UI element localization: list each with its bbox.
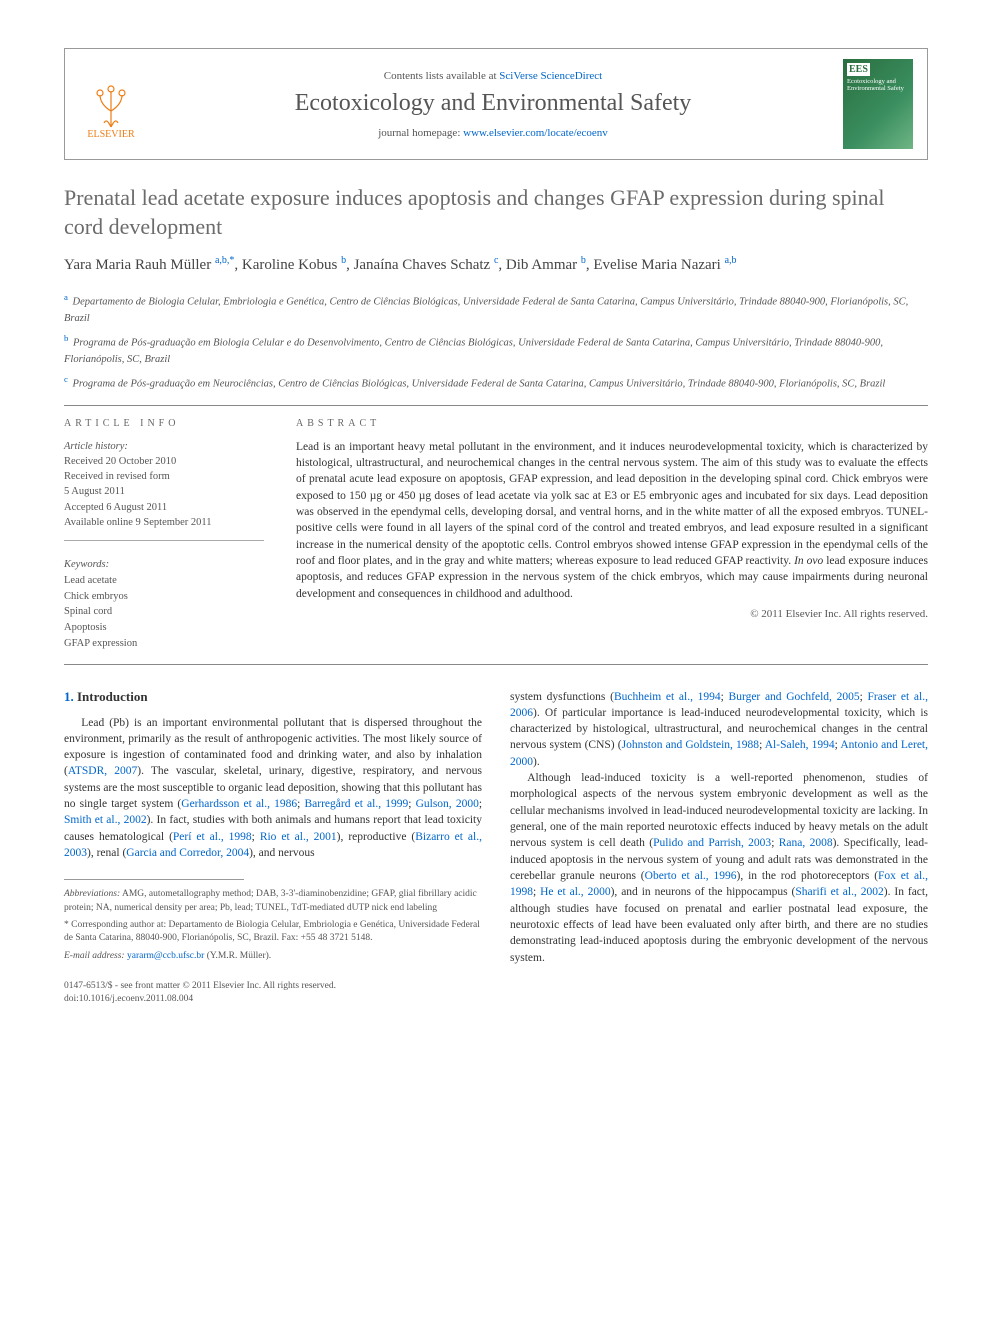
citation-link[interactable]: Smith et al., 2002 [64, 814, 147, 826]
citation-link[interactable]: Gerhardsson et al., 1986 [181, 798, 297, 810]
citation-link[interactable]: He et al., 2000 [540, 886, 610, 898]
citation-link[interactable]: Garcia and Corredor, 2004 [126, 847, 249, 859]
abstract-text: Lead is an important heavy metal polluta… [296, 439, 928, 602]
corresponding-email-link[interactable]: yararm@ccb.ufsc.br [125, 951, 207, 961]
front-matter-line: 0147-6513/$ - see front matter © 2011 El… [64, 980, 928, 1007]
abstract-header: ABSTRACT [296, 418, 928, 429]
citation-link[interactable]: Buchheim et al., 1994 [614, 691, 721, 703]
affiliation-line: b Programa de Pós-graduação em Biologia … [64, 332, 928, 367]
elsevier-logo[interactable]: ELSEVIER [79, 68, 143, 140]
journal-homepage-link[interactable]: www.elsevier.com/locate/ecoenv [463, 127, 608, 139]
history-line: Received in revised form [64, 469, 264, 484]
email-footnote: E-mail address: yararm@ccb.ufsc.br (Y.M.… [64, 950, 482, 963]
section-heading-intro: 1. Introduction [64, 689, 482, 705]
cover-badge: EES [847, 63, 870, 76]
body-two-column: 1. Introduction Lead (Pb) is an importan… [64, 689, 928, 967]
authors-line: Yara Maria Rauh Müller a,b,*, Karoline K… [64, 253, 928, 277]
citation-link[interactable]: Al-Saleh, 1994 [765, 739, 835, 751]
citation-link[interactable]: Sharifi et al., 2002 [795, 886, 883, 898]
citation-link[interactable]: Perí et al., 1998 [173, 831, 252, 843]
body-paragraph: system dysfunctions (Buchheim et al., 19… [510, 689, 928, 771]
history-line: 5 August 2011 [64, 484, 264, 499]
affiliations: a Departamento de Biologia Celular, Embr… [64, 291, 928, 392]
journal-cover-thumb[interactable]: EES Ecotoxicology and Environmental Safe… [843, 59, 913, 149]
body-paragraph: Although lead-induced toxicity is a well… [510, 770, 928, 966]
history-line: Accepted 6 August 2011 [64, 500, 264, 515]
publisher-name: ELSEVIER [87, 129, 134, 140]
banner-center: Contents lists available at SciVerse Sci… [157, 70, 829, 139]
body-column-left: 1. Introduction Lead (Pb) is an importan… [64, 689, 482, 967]
citation-link[interactable]: Barregård et al., 1999 [305, 798, 409, 810]
divider-rule [64, 405, 928, 406]
history-label: Article history: [64, 439, 264, 454]
citation-link[interactable]: Pulido and Parrish, 2003 [653, 837, 771, 849]
keyword-item: Apoptosis [64, 620, 264, 636]
keyword-item: GFAP expression [64, 636, 264, 652]
journal-homepage-line: journal homepage: www.elsevier.com/locat… [157, 127, 829, 139]
article-history-block: Article history: Received 20 October 201… [64, 439, 264, 541]
divider-rule-2 [64, 664, 928, 665]
citation-link[interactable]: Burger and Gochfeld, 2005 [729, 691, 860, 703]
article-info-header: ARTICLE INFO [64, 418, 264, 429]
contents-available-line: Contents lists available at SciVerse Sci… [157, 70, 829, 82]
cover-title: Ecotoxicology and Environmental Safety [847, 78, 909, 92]
body-column-right: system dysfunctions (Buchheim et al., 19… [510, 689, 928, 967]
journal-name: Ecotoxicology and Environmental Safety [157, 90, 829, 117]
article-title: Prenatal lead acetate exposure induces a… [64, 184, 928, 241]
sciencedirect-link[interactable]: SciVerse ScienceDirect [499, 70, 602, 82]
citation-link[interactable]: Johnston and Goldstein, 1988 [622, 739, 759, 751]
keyword-item: Chick embryos [64, 589, 264, 605]
footnote-separator [64, 879, 244, 880]
keyword-item: Lead acetate [64, 573, 264, 589]
abbreviations-footnote: Abbreviations: AMG, autometallography me… [64, 888, 482, 915]
corresponding-author-footnote: * Corresponding author at: Departamento … [64, 919, 482, 946]
citation-link[interactable]: Rio et al., 2001 [260, 831, 337, 843]
article-info-sidebar: ARTICLE INFO Article history: Received 2… [64, 418, 264, 652]
abstract-column: ABSTRACT Lead is an important heavy meta… [296, 418, 928, 652]
citation-link[interactable]: Gulson, 2000 [416, 798, 479, 810]
affiliation-line: c Programa de Pós-graduação em Neurociên… [64, 373, 928, 392]
keywords-block: Keywords: Lead acetateChick embryosSpina… [64, 557, 264, 652]
body-paragraph: Lead (Pb) is an important environmental … [64, 715, 482, 862]
footnotes-block: Abbreviations: AMG, autometallography me… [64, 888, 482, 962]
affiliation-line: a Departamento de Biologia Celular, Embr… [64, 291, 928, 326]
keywords-label: Keywords: [64, 557, 264, 573]
history-line: Available online 9 September 2011 [64, 515, 264, 530]
citation-link[interactable]: Rana, 2008 [779, 837, 833, 849]
abstract-copyright: © 2011 Elsevier Inc. All rights reserved… [296, 608, 928, 620]
keyword-item: Spinal cord [64, 604, 264, 620]
history-line: Received 20 October 2010 [64, 454, 264, 469]
citation-link[interactable]: Oberto et al., 1996 [645, 870, 737, 882]
elsevier-tree-icon [86, 79, 136, 129]
citation-link[interactable]: ATSDR, 2007 [68, 765, 137, 777]
journal-header-banner: ELSEVIER Contents lists available at Sci… [64, 48, 928, 160]
